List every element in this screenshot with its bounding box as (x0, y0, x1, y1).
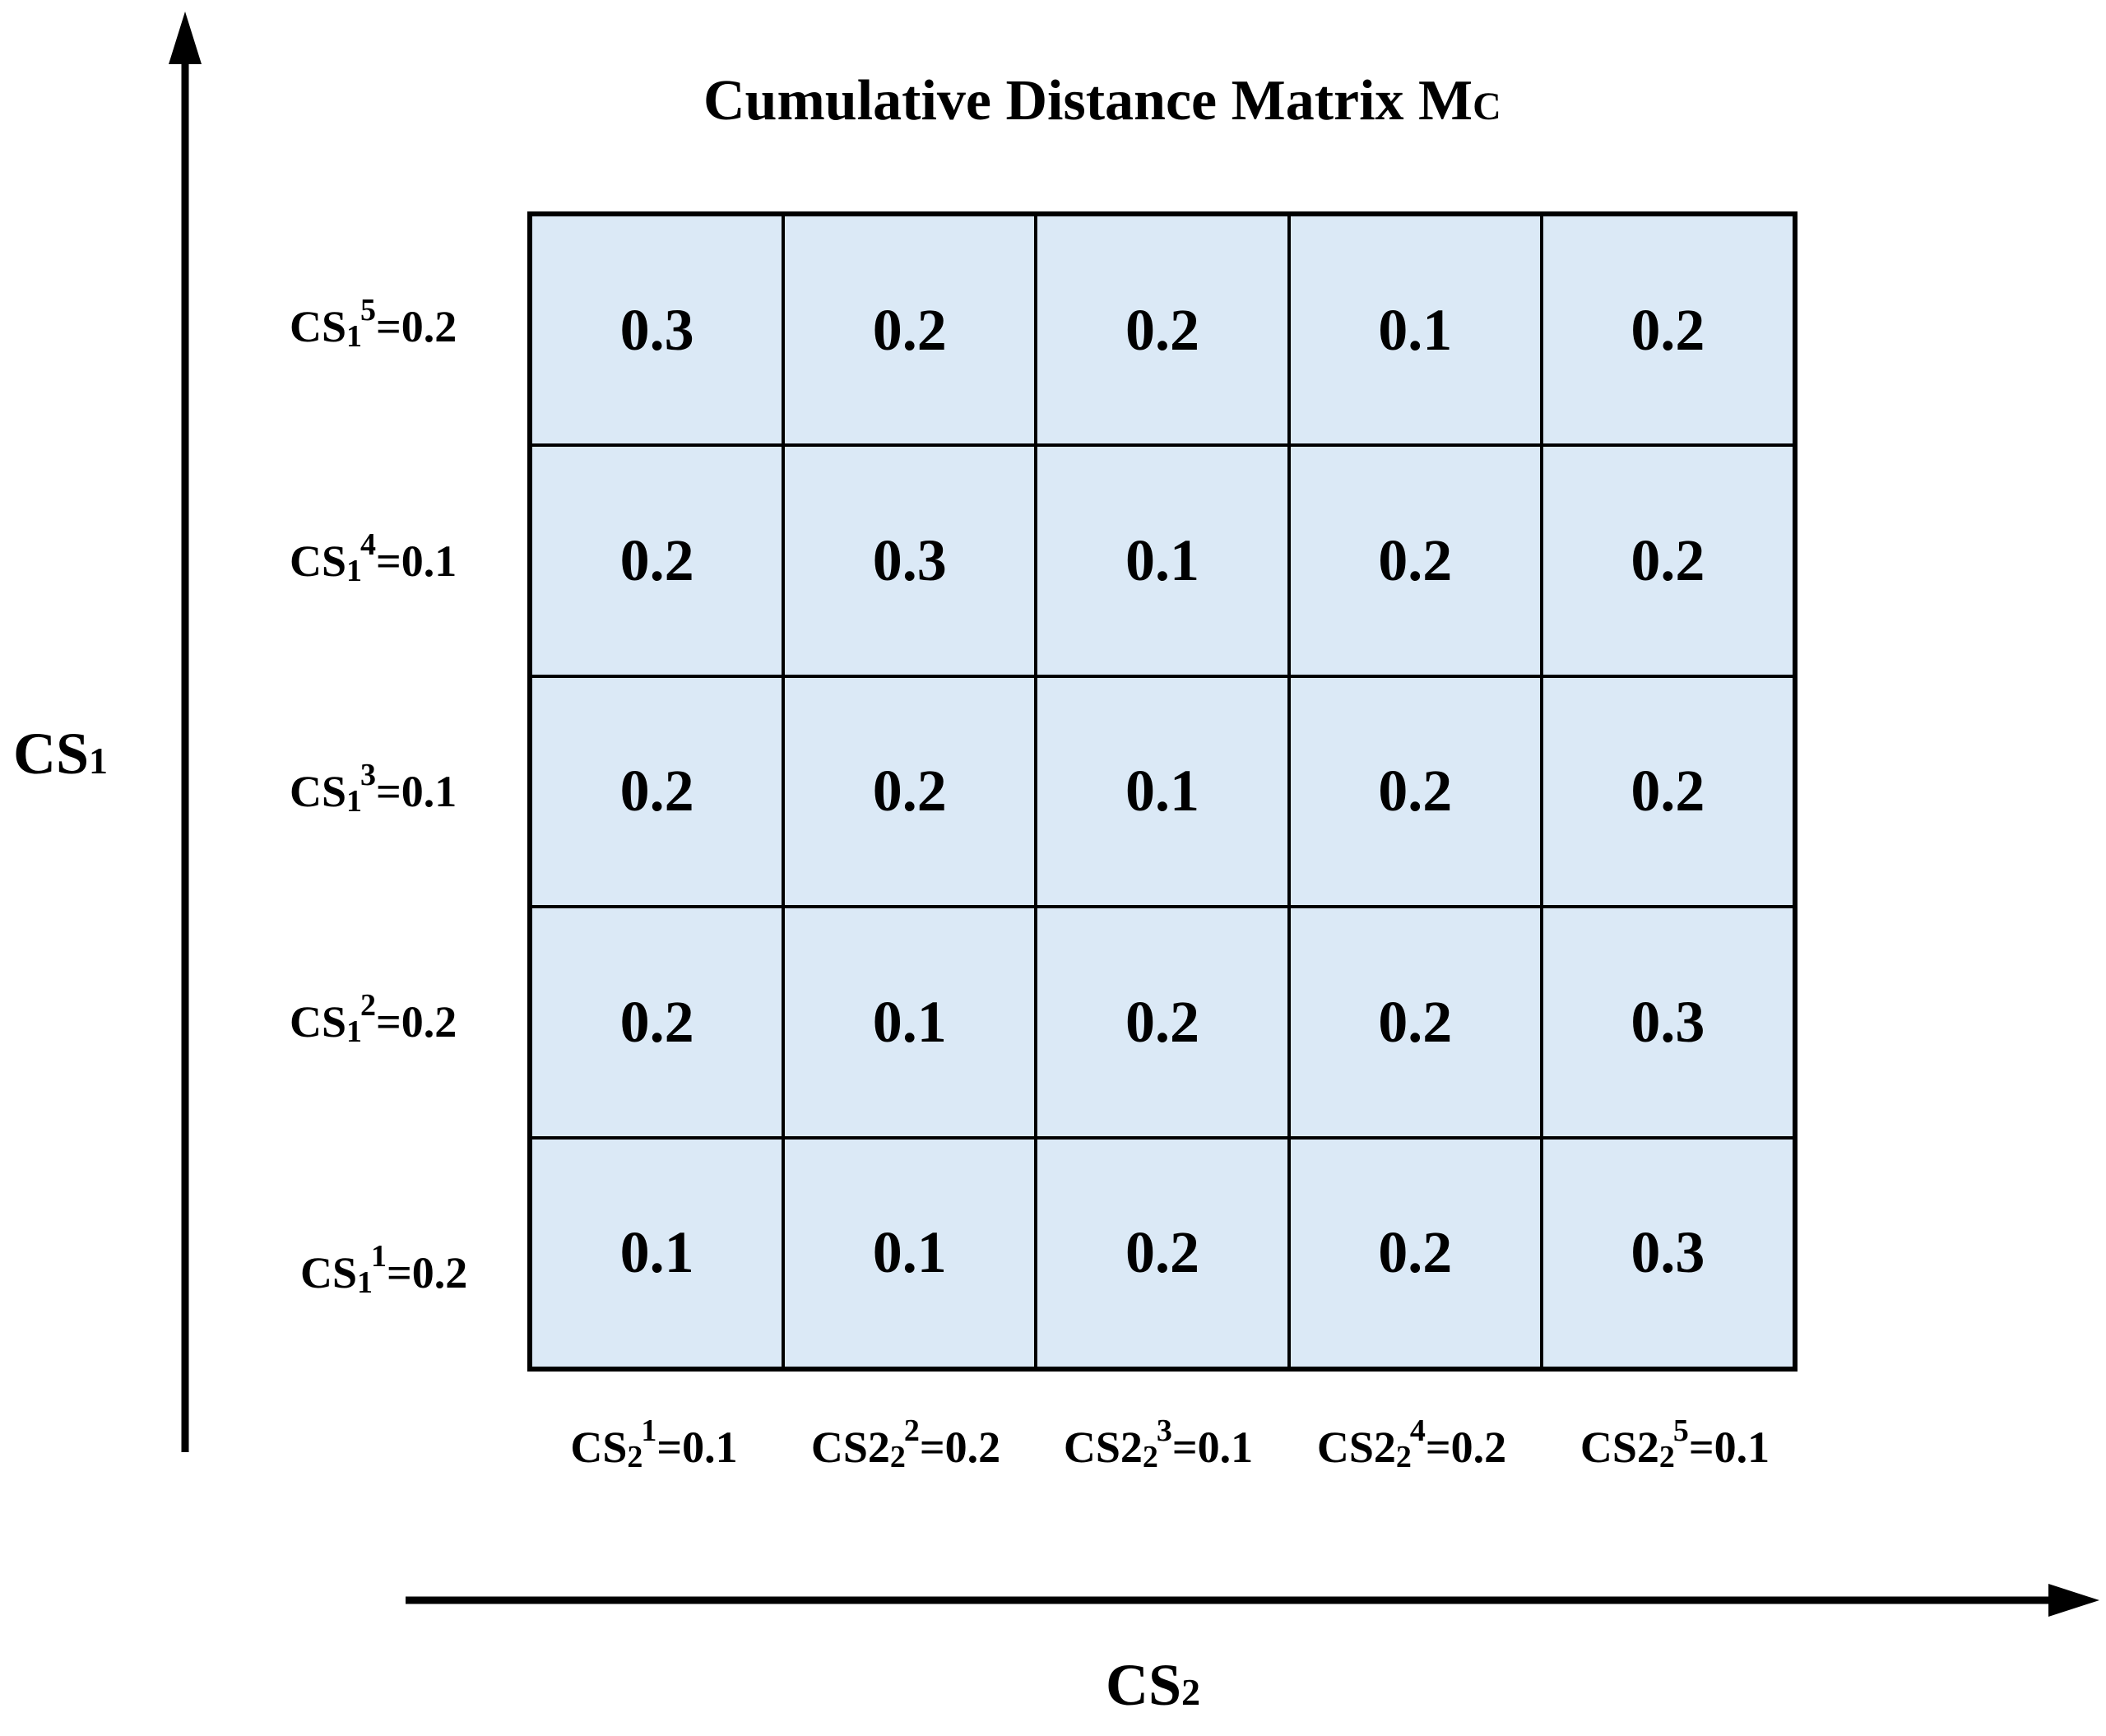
matrix-cell-r1-c3: 0.2 (1036, 215, 1289, 446)
column-label-base: CS (570, 1423, 628, 1472)
column-label-base: CS2 (810, 1423, 890, 1472)
row-label-sup: 2 (360, 988, 377, 1023)
row-label-4: CS12=0.2 (290, 990, 457, 1047)
y-axis-label: CS1 (13, 724, 108, 783)
x-axis-label-base: CS (1106, 1652, 1182, 1718)
matrix-cell-r4-c3: 0.2 (1036, 907, 1289, 1138)
column-label-3: CS223=0.1 (1035, 1415, 1282, 1473)
matrix-cell-r4-c5: 0.3 (1541, 907, 1794, 1138)
row-label-sub: 1 (346, 554, 363, 588)
column-label-base: CS2 (1063, 1423, 1143, 1472)
row-label-base: CS (290, 997, 347, 1047)
row-label-3: CS13=0.1 (290, 759, 457, 817)
row-label-value: =0.1 (376, 767, 457, 816)
row-label-base: CS (290, 302, 347, 351)
title-subscript: C (1473, 85, 1501, 128)
row-label-sup: 1 (371, 1239, 387, 1274)
column-label-sub: 2 (1395, 1440, 1412, 1474)
matrix-cell-r2-c1: 0.2 (531, 445, 784, 676)
column-label-sub: 2 (627, 1440, 643, 1474)
row-label-sub: 1 (357, 1265, 373, 1300)
matrix-cell-r4-c1: 0.2 (531, 907, 784, 1138)
matrix-cell-r5-c5: 0.3 (1541, 1137, 1794, 1368)
row-label-sup: 3 (360, 758, 377, 792)
column-label-value: =0.1 (1171, 1423, 1254, 1472)
matrix-cell-r3-c4: 0.2 (1288, 675, 1542, 907)
x-axis-label-subscript: 2 (1181, 1671, 1201, 1713)
column-label-base: CS2 (1316, 1423, 1396, 1472)
y-axis-label-base: CS (13, 721, 90, 787)
x-axis-label: CS2 (1106, 1655, 1200, 1715)
column-label-value: =0.2 (1425, 1423, 1507, 1472)
row-label-sup: 5 (360, 293, 377, 327)
matrix-cell-r3-c5: 0.2 (1541, 675, 1794, 907)
column-label-sup: 3 (1156, 1413, 1172, 1448)
matrix-cell-r5-c4: 0.2 (1288, 1137, 1542, 1368)
title-main: Cumulative Distance Matrix M (703, 69, 1473, 132)
column-label-4: CS224=0.2 (1288, 1415, 1535, 1473)
row-label-sub: 1 (346, 1014, 363, 1049)
column-label-1: CS21=0.1 (531, 1415, 777, 1473)
row-label-base: CS (290, 536, 347, 586)
diagram-title: Cumulative Distance Matrix MC (703, 72, 1501, 130)
matrix-cell-r1-c5: 0.2 (1541, 215, 1794, 446)
matrix-cell-r3-c1: 0.2 (531, 675, 784, 907)
column-label-base: CS2 (1580, 1423, 1659, 1472)
y-axis-label-subscript: 1 (89, 740, 109, 782)
column-label-sup: 5 (1672, 1413, 1689, 1448)
matrix-cell-r4-c2: 0.1 (783, 907, 1037, 1138)
column-label-sup: 2 (903, 1413, 920, 1448)
row-label-sub: 1 (346, 319, 363, 354)
column-label-sub: 2 (1142, 1440, 1158, 1474)
column-label-value: =0.2 (919, 1423, 1001, 1472)
matrix-cell-r3-c3: 0.1 (1036, 675, 1289, 907)
row-label-base: CS (290, 767, 347, 816)
row-label-value: =0.2 (387, 1248, 468, 1297)
matrix-cell-r2-c3: 0.1 (1036, 445, 1289, 676)
x-axis-arrowhead (2048, 1584, 2099, 1617)
y-axis-arrowhead (169, 12, 202, 64)
matrix-cell-r4-c4: 0.2 (1288, 907, 1542, 1138)
column-label-sub: 2 (889, 1440, 906, 1474)
column-label-value: =0.1 (656, 1423, 738, 1472)
row-label-sup: 4 (360, 527, 377, 562)
distance-matrix-grid: 0.3 0.2 0.2 0.1 0.2 0.2 0.3 0.1 0.2 0.2 0.2 0.2 0.1 0… (527, 211, 1798, 1372)
row-label-value: =0.1 (376, 536, 457, 586)
column-label-2: CS222=0.2 (782, 1415, 1029, 1473)
row-label-value: =0.2 (376, 997, 457, 1047)
column-label-5: CS225=0.1 (1552, 1415, 1798, 1473)
matrix-cell-r2-c5: 0.2 (1541, 445, 1794, 676)
matrix-cell-r5-c1: 0.1 (531, 1137, 784, 1368)
matrix-cell-r5-c2: 0.1 (783, 1137, 1037, 1368)
matrix-cell-r1-c2: 0.2 (783, 215, 1037, 446)
row-label-5: CS11=0.2 (300, 1241, 468, 1298)
matrix-cell-r1-c4: 0.1 (1288, 215, 1542, 446)
column-label-sup: 4 (1409, 1413, 1426, 1448)
row-label-base: CS (300, 1248, 358, 1297)
matrix-cell-r2-c4: 0.2 (1288, 445, 1542, 676)
column-label-value: =0.1 (1688, 1423, 1770, 1472)
matrix-cell-r5-c3: 0.2 (1036, 1137, 1289, 1368)
row-label-2: CS14=0.1 (290, 529, 457, 587)
row-label-sub: 1 (346, 784, 363, 819)
row-label-1: CS15=0.2 (290, 295, 457, 352)
row-label-value: =0.2 (376, 302, 457, 351)
matrix-cell-r1-c1: 0.3 (531, 215, 784, 446)
matrix-cell-r3-c2: 0.2 (783, 675, 1037, 907)
column-label-sup: 1 (641, 1413, 657, 1448)
matrix-cell-r2-c2: 0.3 (783, 445, 1037, 676)
column-label-sub: 2 (1658, 1440, 1675, 1474)
